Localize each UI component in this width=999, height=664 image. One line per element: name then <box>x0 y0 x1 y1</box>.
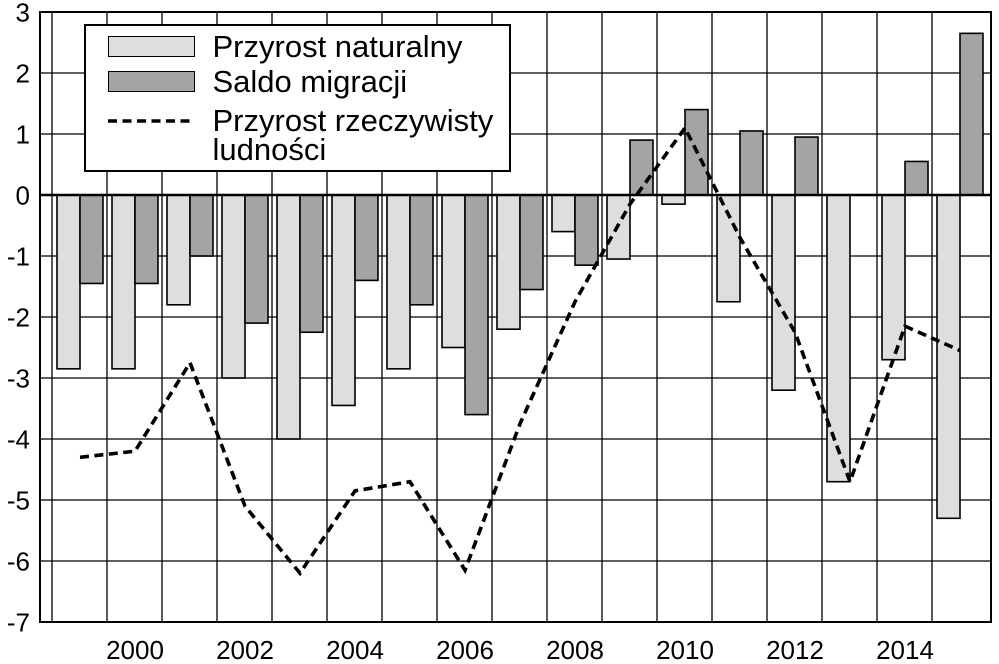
bar-saldo-migracji-2002 <box>244 194 269 324</box>
line-series-group <box>79 124 961 577</box>
x-tick-label: 2010 <box>656 635 714 664</box>
bar-przyrost-naturalny-2003 <box>276 194 301 440</box>
bar-saldo-migracji-2012 <box>794 136 819 196</box>
bar-przyrost-naturalny-2015 <box>936 194 961 520</box>
y-tick-label: -5 <box>7 485 30 515</box>
x-axis-tick-labels: 2000 2002 2004 2006 2008 2010 2012 2014 <box>106 635 934 664</box>
bar-przyrost-naturalny-2013 <box>826 194 851 483</box>
legend-label-przyrost-naturalny: Przyrost naturalny <box>212 29 463 65</box>
x-tick-label: 2004 <box>326 635 384 664</box>
y-tick-label: -1 <box>7 241 30 271</box>
legend: Przyrost naturalny Saldo migracji Przyro… <box>84 24 511 172</box>
y-tick-label: -3 <box>7 363 30 393</box>
bar-przyrost-naturalny-2005 <box>386 194 411 370</box>
bar-saldo-migracji-2005 <box>409 194 434 306</box>
legend-swatch-przyrost-naturalny <box>107 35 195 57</box>
x-tick-label: 2002 <box>216 635 274 664</box>
bar-przyrost-naturalny-2006 <box>441 194 466 349</box>
bar-przyrost-naturalny-1999 <box>56 194 81 370</box>
bar-przyrost-naturalny-2002 <box>221 194 246 379</box>
bar-saldo-migracji-2001 <box>189 194 214 257</box>
bar-saldo-migracji-2011 <box>739 130 764 196</box>
legend-swatch-przyrost-rzeczywisty <box>107 118 195 123</box>
y-tick-label: -6 <box>7 546 30 576</box>
y-axis-tick-labels: 3 2 1 0 -1 -2 -3 -4 -5 -6 -7 <box>7 0 30 637</box>
y-tick-label: -7 <box>7 607 30 637</box>
x-tick-label: 2006 <box>436 635 494 664</box>
bars <box>56 32 984 520</box>
bar-saldo-migracji-1999 <box>79 194 104 285</box>
bar-przyrost-naturalny-2001 <box>166 194 191 306</box>
plot-frame-group <box>39 11 992 623</box>
bar-przyrost-naturalny-2010 <box>661 194 686 205</box>
y-tick-label: 1 <box>16 119 30 149</box>
bar-przyrost-naturalny-2007 <box>496 194 521 330</box>
bar-saldo-migracji-2007 <box>519 194 544 291</box>
y-tick-label: -4 <box>7 424 30 454</box>
y-tick-label: 0 <box>16 180 30 210</box>
y-tick-label: 3 <box>16 0 30 27</box>
line-przyrost-rzeczywisty-ludnosci <box>79 124 961 577</box>
bar-saldo-migracji-2000 <box>134 194 159 285</box>
bar-saldo-migracji-2015 <box>959 32 984 196</box>
x-tick-label: 2000 <box>106 635 164 664</box>
legend-label-saldo-migracji: Saldo migracji <box>212 64 408 100</box>
bar-saldo-migracji-2004 <box>354 194 379 282</box>
y-tick-label: 2 <box>16 58 30 88</box>
y-tick-label: -2 <box>7 302 30 332</box>
x-tick-label: 2008 <box>546 635 604 664</box>
bar-przyrost-naturalny-2004 <box>331 194 356 407</box>
bar-saldo-migracji-2003 <box>299 194 324 334</box>
bar-saldo-migracji-2008 <box>574 194 599 266</box>
x-tick-label: 2012 <box>766 635 824 664</box>
bar-saldo-migracji-2014 <box>904 160 929 196</box>
plot-frame <box>39 11 992 623</box>
x-tick-label: 2014 <box>876 635 934 664</box>
legend-label-przyrost-rzeczywisty: Przyrost rzeczywisty ludności <box>212 103 494 168</box>
bar-przyrost-naturalny-2000 <box>111 194 136 370</box>
bar-przyrost-naturalny-2008 <box>551 194 576 233</box>
bar-saldo-migracji-2006 <box>464 194 489 416</box>
legend-swatch-saldo-migracji <box>107 70 195 92</box>
bar-przyrost-naturalny-2012 <box>771 194 796 391</box>
